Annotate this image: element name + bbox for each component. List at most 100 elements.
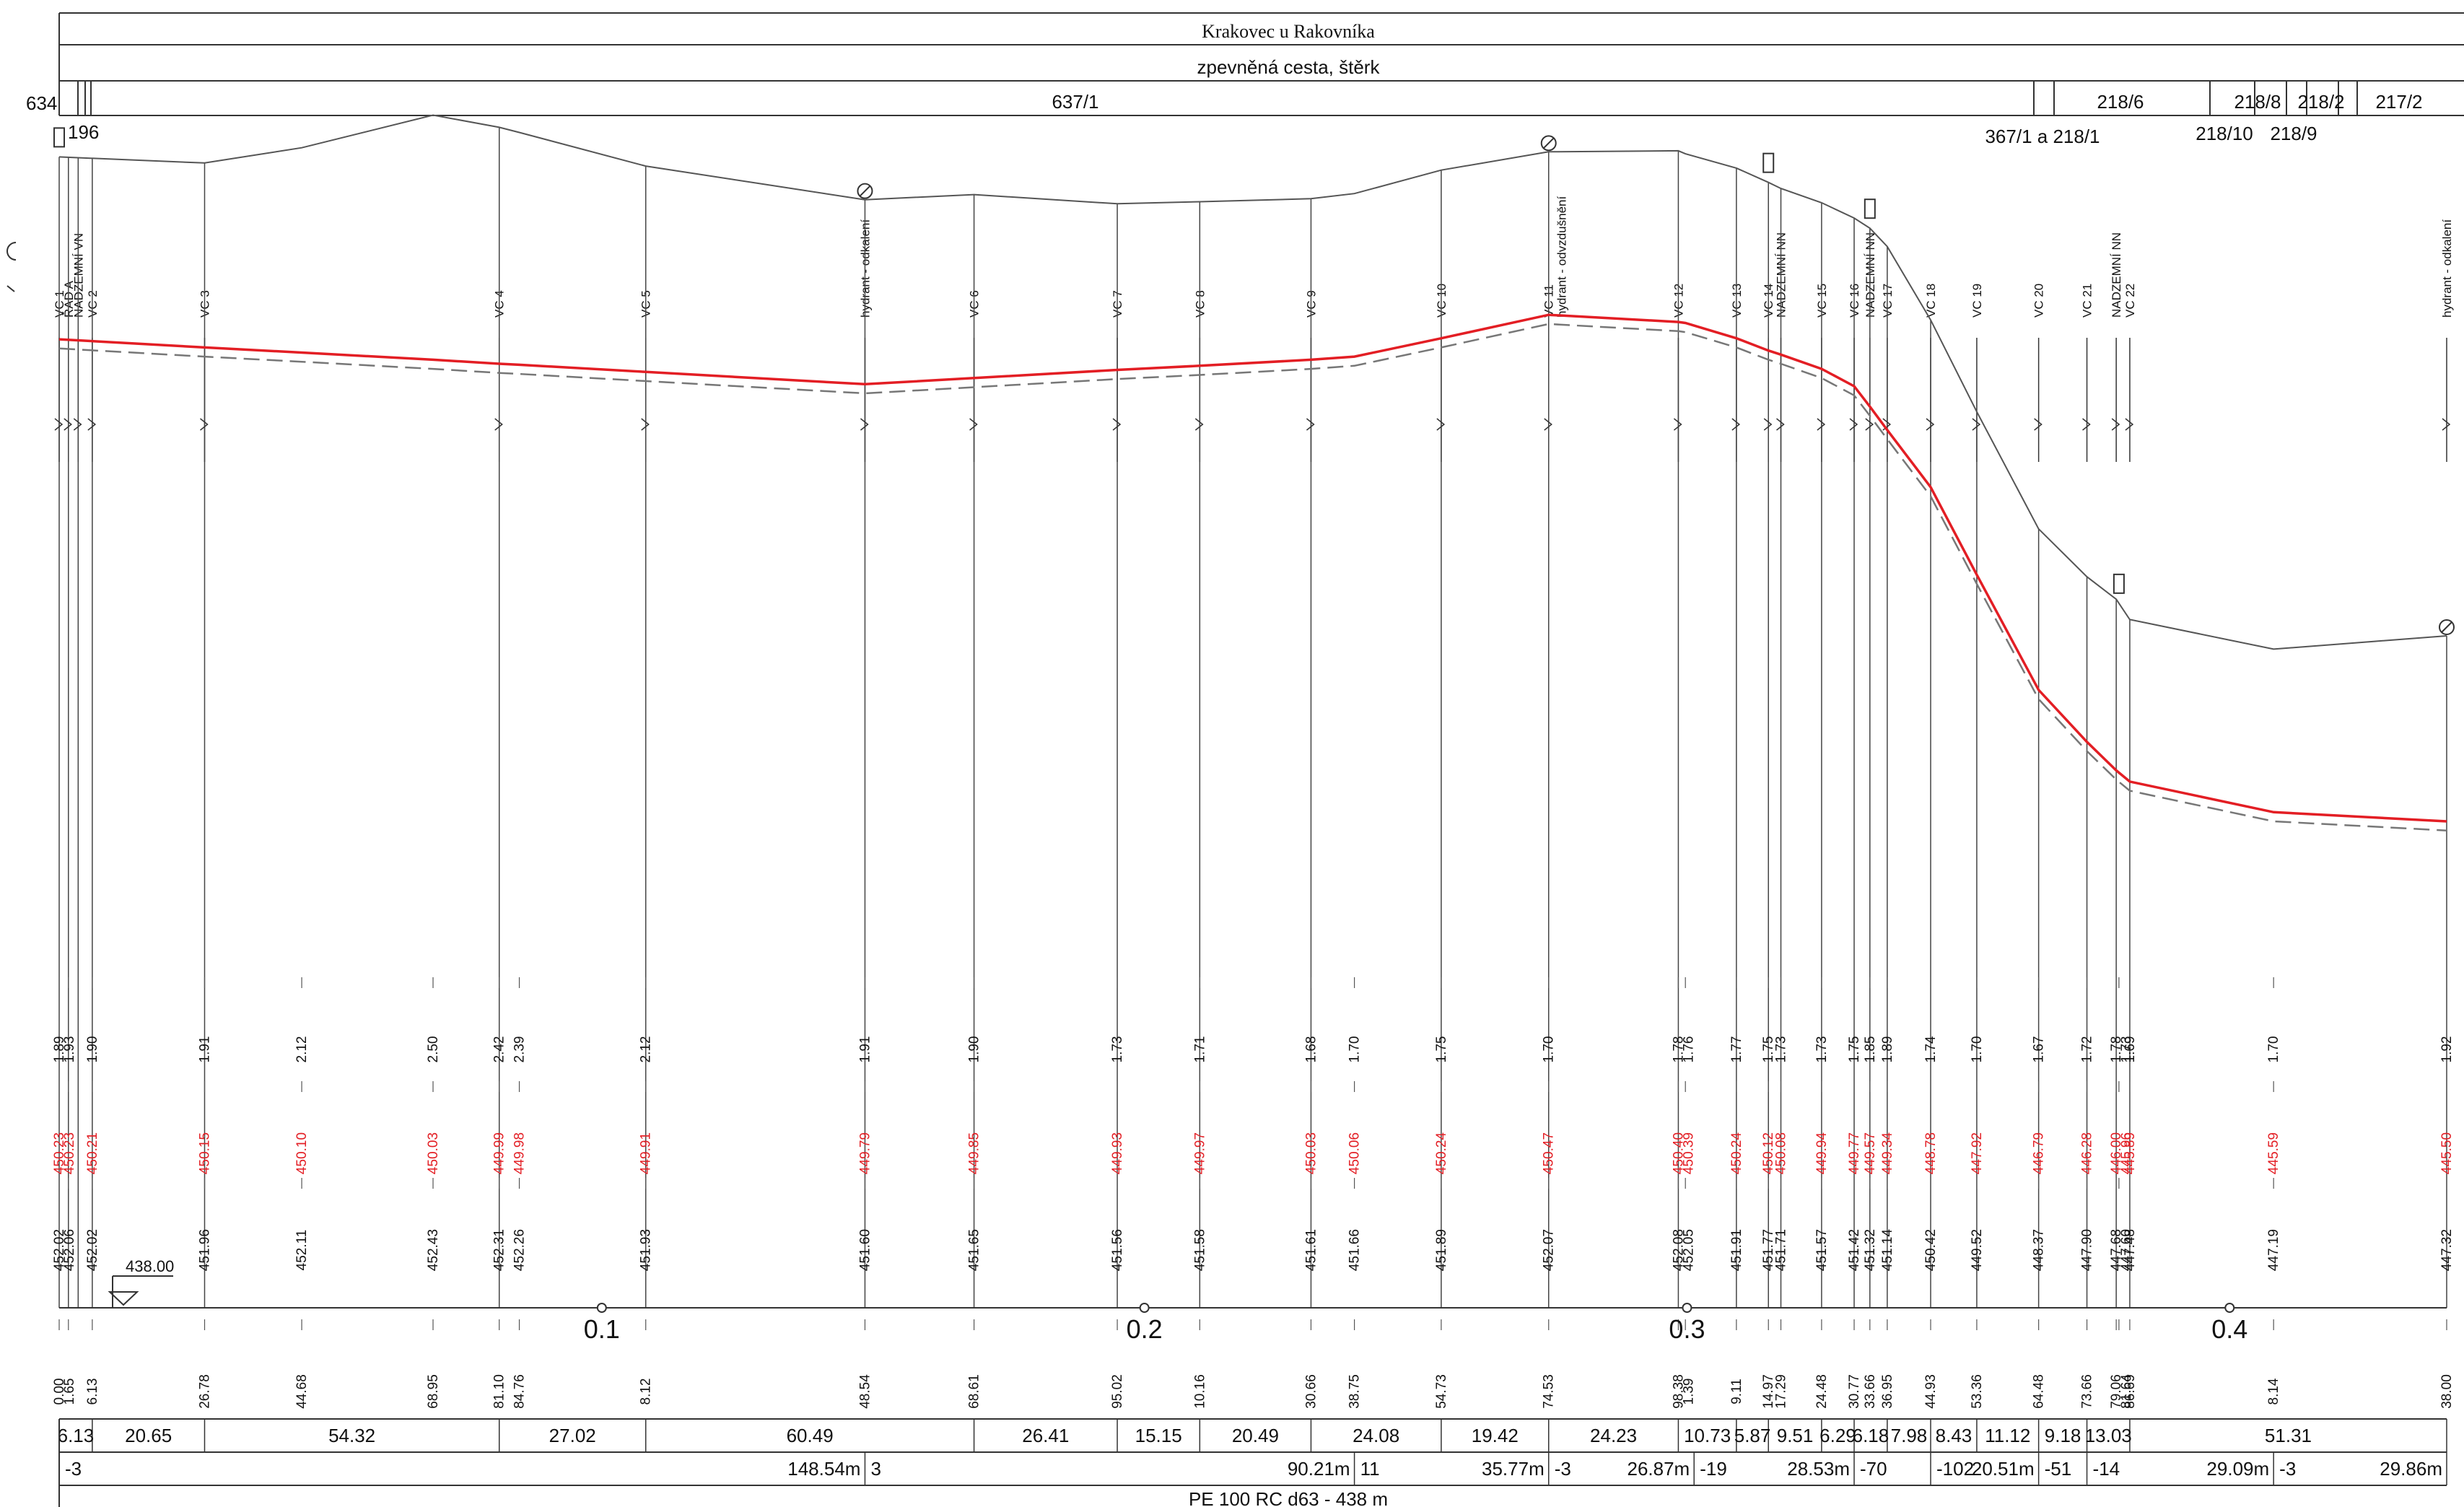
terrain-level-value: 452.31 <box>492 1229 507 1271</box>
depth-value: 1.75 <box>1847 1036 1862 1063</box>
feature-label: VC 21 <box>2081 284 2094 318</box>
terrain-level-value: 452.05 <box>1681 1229 1696 1271</box>
terrain-level-value: 448.37 <box>2032 1229 2047 1271</box>
depth-value: 1.73 <box>1110 1036 1125 1063</box>
feature-layer: VC 1ŘAD ANADZEMNÍ VNVC 2VC 3VC 4VC 5hydr… <box>53 127 2455 1308</box>
slope-value: -3 <box>65 1458 82 1480</box>
terrain-level-value: 451.96 <box>197 1229 212 1271</box>
feature-tick <box>860 418 869 431</box>
depth-value: 1.73 <box>1774 1036 1789 1063</box>
bottom-table <box>58 1418 2447 1507</box>
feature-tick <box>1763 418 1773 431</box>
header-parcel-r3: 218/2 <box>2297 91 2344 113</box>
stationing-value: 73.66 <box>2080 1374 2095 1409</box>
stationing-value: 14.97 <box>1761 1374 1776 1409</box>
feature-tick <box>1673 418 1682 431</box>
km-marker-label: 0.4 <box>2211 1314 2247 1344</box>
feature-tick <box>1194 418 1204 431</box>
feature-tick <box>200 418 209 431</box>
valve-symbol <box>53 127 65 148</box>
pipe-level-value: 450.47 <box>1542 1132 1557 1174</box>
pipe-level-value: 450.03 <box>1303 1132 1319 1174</box>
depth-value: 1.70 <box>1970 1036 1985 1063</box>
feature-tick <box>1112 418 1122 431</box>
value-rows-layer: 1.891.93 1.90 1.91 2.12 2.50 2.42 2.39 2.12 1.91… <box>52 977 2455 1485</box>
slope-value: -70 <box>1860 1458 1887 1480</box>
slope-value: -51 <box>2045 1458 2072 1480</box>
depth-value: 1.70 <box>1347 1036 1363 1063</box>
feature-tick <box>1849 418 1858 431</box>
km-marker-label: 0.3 <box>1669 1314 1705 1344</box>
pipe-level-value: 448.78 <box>1923 1132 1939 1174</box>
segment-length: 9.51 <box>1777 1425 1814 1446</box>
slope-value: -19 <box>1700 1458 1727 1480</box>
depth-value: 1.68 <box>1303 1036 1319 1063</box>
feature-tick <box>2034 418 2043 431</box>
pipe-level-value: 446.00 <box>2109 1132 2124 1174</box>
stationing-value: 38.75 <box>1347 1374 1363 1409</box>
slope-length: 90.21m <box>1288 1458 1350 1480</box>
pipe-level-value: 449.94 <box>1814 1132 1830 1175</box>
depth-value: 1.72 <box>2080 1036 2095 1063</box>
terrain-level-value: 451.32 <box>1863 1229 1878 1271</box>
pipe-bottom-line <box>58 323 2447 831</box>
depth-value: 1.78 <box>1671 1036 1686 1063</box>
depth-value: 1.85 <box>1863 1036 1878 1063</box>
header-parcel-left: 634 <box>26 92 57 114</box>
feature-label: VC 20 <box>2032 284 2046 318</box>
slope-length: 28.53m <box>1787 1458 1850 1480</box>
terrain-level-value: 451.66 <box>1347 1229 1363 1271</box>
km-marker-label: 0.2 <box>1127 1314 1163 1344</box>
feature-tick <box>2125 418 2134 431</box>
pipe-level-value: 450.39 <box>1681 1132 1696 1174</box>
terrain-level-value: 451.42 <box>1847 1229 1862 1271</box>
segment-length: 27.02 <box>549 1425 596 1446</box>
stationing-value: 1.39 <box>1681 1379 1696 1405</box>
depth-value: 1.70 <box>2266 1036 2281 1063</box>
feature-label: hydrant - odvzdušnění <box>1555 196 1569 318</box>
segment-length: 6.18 <box>1853 1425 1889 1446</box>
terrain-level-value: 452.26 <box>512 1229 528 1271</box>
km-marker-dot <box>2224 1303 2235 1313</box>
slope-length: 29.86m <box>2380 1458 2442 1480</box>
terrain-level-value: 447.90 <box>2080 1229 2095 1271</box>
pipe-level-value: 445.89 <box>2123 1132 2138 1174</box>
depth-value: 1.76 <box>1681 1036 1696 1063</box>
slope-value: -14 <box>2093 1458 2120 1480</box>
terrain-level-value: 447.48 <box>2123 1229 2138 1271</box>
terrain-level-value: 451.89 <box>1434 1229 1449 1271</box>
slope-length: 26.87m <box>1627 1458 1690 1480</box>
segment-length: 11.12 <box>1985 1425 2030 1446</box>
header-parcel-r4: 217/2 <box>2375 91 2422 113</box>
pipe-level-value: 449.93 <box>1110 1132 1125 1174</box>
pipe-level-value: 449.79 <box>857 1132 873 1174</box>
terrain-level-value: 452.07 <box>1542 1229 1557 1271</box>
stationing-value: 10.16 <box>1192 1374 1207 1409</box>
stationing-value: 48.54 <box>857 1374 873 1409</box>
pipe-level-value: 447.92 <box>1970 1132 1985 1174</box>
terrain-level-value: 447.32 <box>2439 1229 2455 1271</box>
pipe-level-value: 450.40 <box>1671 1132 1686 1174</box>
pipe-level-value: 450.03 <box>426 1132 441 1174</box>
pipe-level-value: 449.34 <box>1880 1132 1895 1175</box>
pipe-level-value: 450.08 <box>1774 1132 1789 1174</box>
feature-tick <box>1972 418 1981 431</box>
slope-length: 148.54m <box>787 1458 860 1480</box>
pipe-level-value: 450.12 <box>1761 1132 1776 1174</box>
terrain-level-value: 451.65 <box>967 1229 982 1271</box>
km-marker-dot <box>1682 1303 1692 1313</box>
stationing-value: 30.66 <box>1303 1374 1319 1409</box>
stationing-value: 68.95 <box>426 1374 441 1409</box>
terrain-level-value: 451.14 <box>1880 1229 1895 1272</box>
feature-tick <box>64 418 72 431</box>
hydrant-slash <box>2441 621 2452 633</box>
segment-length: 8.43 <box>1936 1425 1972 1446</box>
depth-value: 1.93 <box>62 1036 77 1063</box>
feature-tick <box>54 418 64 431</box>
segment-length: 26.41 <box>1022 1425 1069 1446</box>
slope-value: 3 <box>870 1458 881 1480</box>
stationing-value: 26.78 <box>197 1374 212 1409</box>
slope-length: 35.77m <box>1482 1458 1545 1480</box>
depth-value: 1.90 <box>967 1036 982 1063</box>
